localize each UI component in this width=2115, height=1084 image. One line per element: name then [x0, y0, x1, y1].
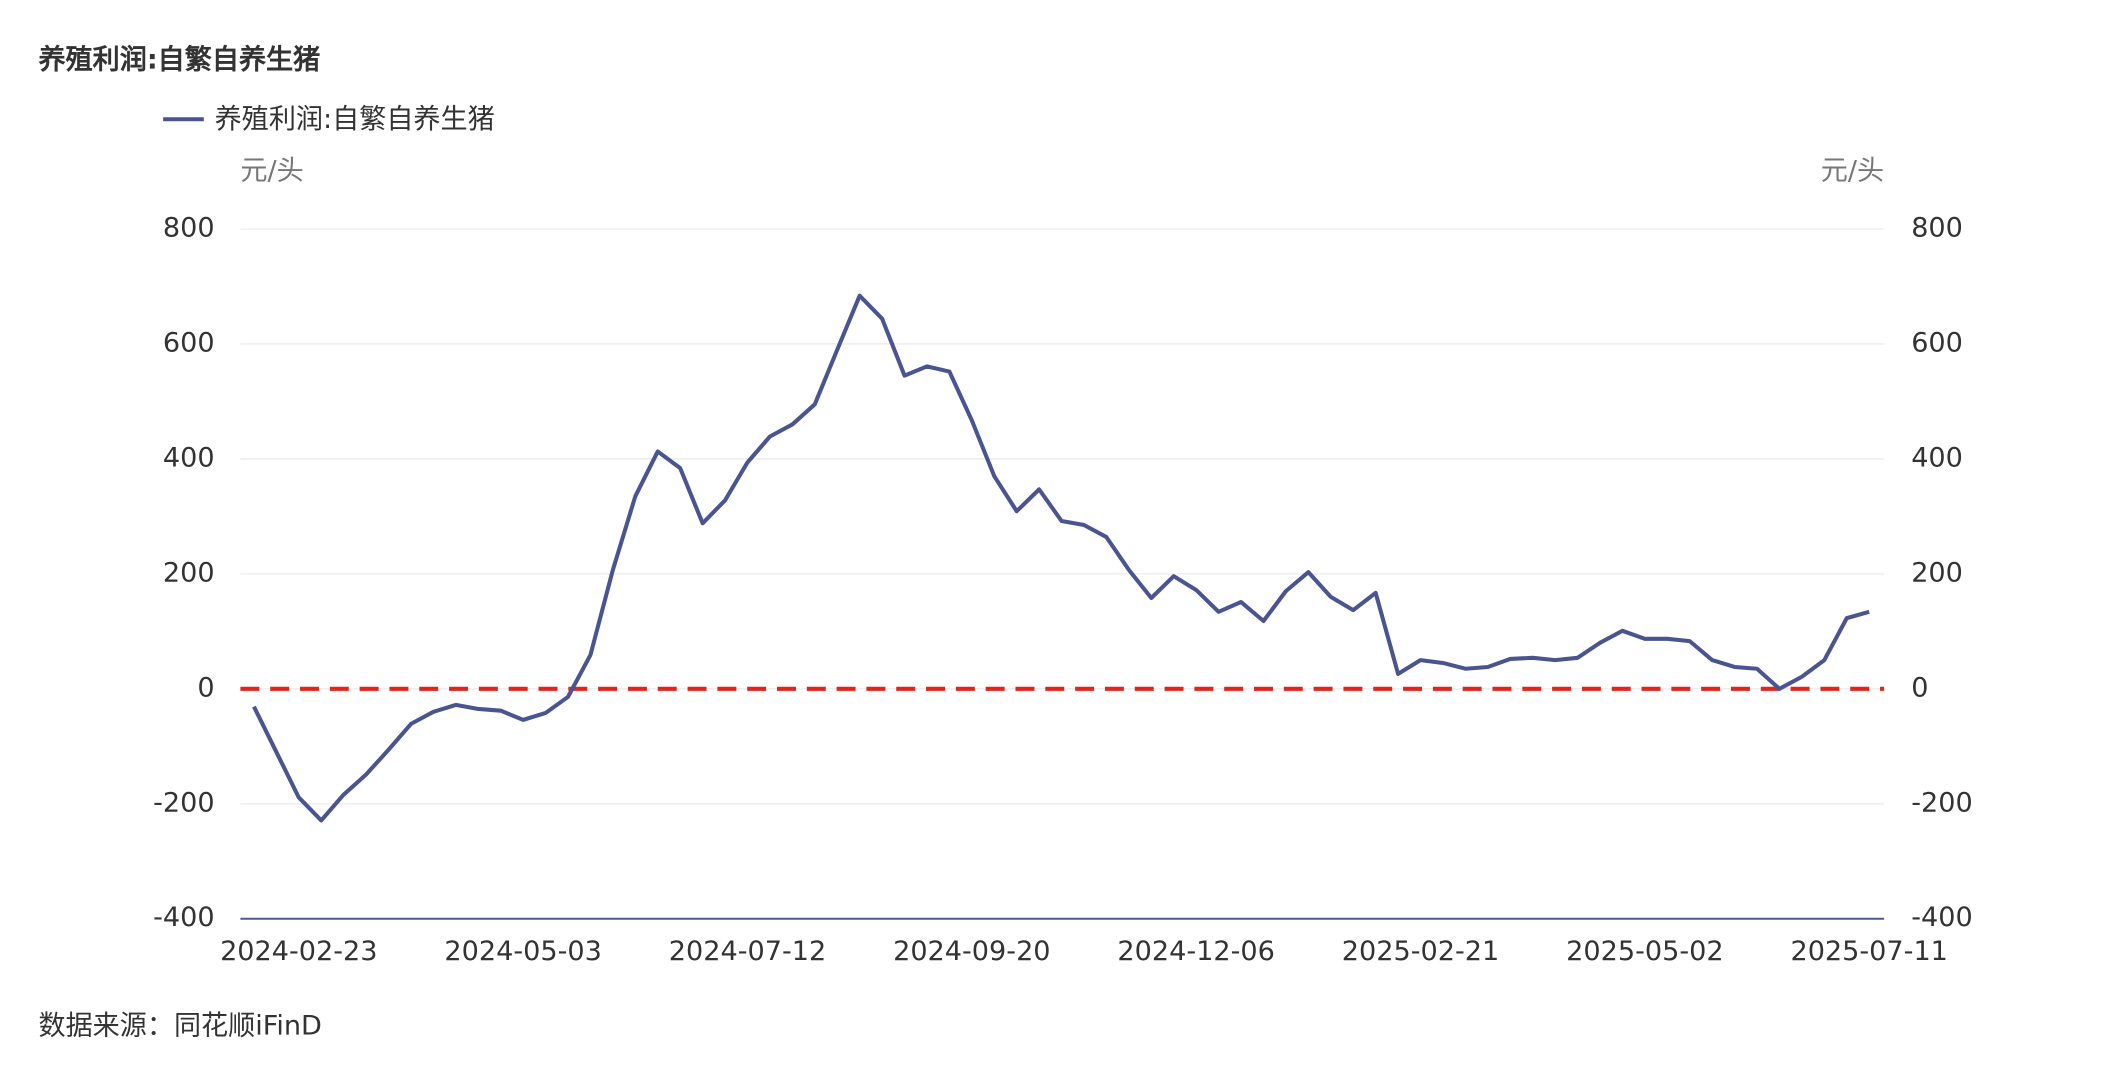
- x-tick-label: 2024-05-03: [444, 936, 601, 967]
- y2-tick-label: -200: [1911, 787, 1973, 818]
- x-tick-label: 2025-07-11: [1790, 936, 1947, 967]
- y-tick-label: -200: [153, 787, 215, 818]
- y2-tick-label: -400: [1911, 902, 1973, 933]
- y-tick-label: -400: [153, 902, 215, 933]
- y-tick-label: 0: [197, 672, 214, 703]
- y-tick-label: 200: [163, 557, 215, 588]
- x-tick-label: 2025-05-02: [1566, 936, 1723, 967]
- x-tick-label: 2024-12-06: [1117, 936, 1274, 967]
- y2-tick-label: 800: [1911, 213, 1963, 244]
- x-tick-label: 2024-02-23: [220, 936, 377, 967]
- chart-title: 养殖利润:自繁自养生猪: [38, 43, 320, 75]
- y-tick-label: 600: [163, 327, 215, 358]
- data-line: [252, 293, 1870, 823]
- y-tick-label: 800: [163, 213, 215, 244]
- y2-tick-label: 200: [1911, 557, 1963, 588]
- y-tick-label: 400: [163, 442, 215, 473]
- y-axis-label: 元/头: [240, 156, 303, 187]
- y2-tick-label: 0: [1911, 672, 1928, 703]
- x-tick-label: 2024-09-20: [893, 936, 1050, 967]
- source: 数据来源：同花顺iFinD: [38, 1011, 321, 1042]
- legend-label: 养殖利润:自繁自养生猪: [215, 104, 495, 135]
- y2-axis-label: 元/头: [1821, 156, 1884, 187]
- y2-tick-label: 600: [1911, 327, 1963, 358]
- x-tick-label: 2024-07-12: [669, 936, 826, 967]
- x-tick-label: 2025-02-21: [1342, 936, 1499, 967]
- y2-tick-label: 400: [1911, 442, 1963, 473]
